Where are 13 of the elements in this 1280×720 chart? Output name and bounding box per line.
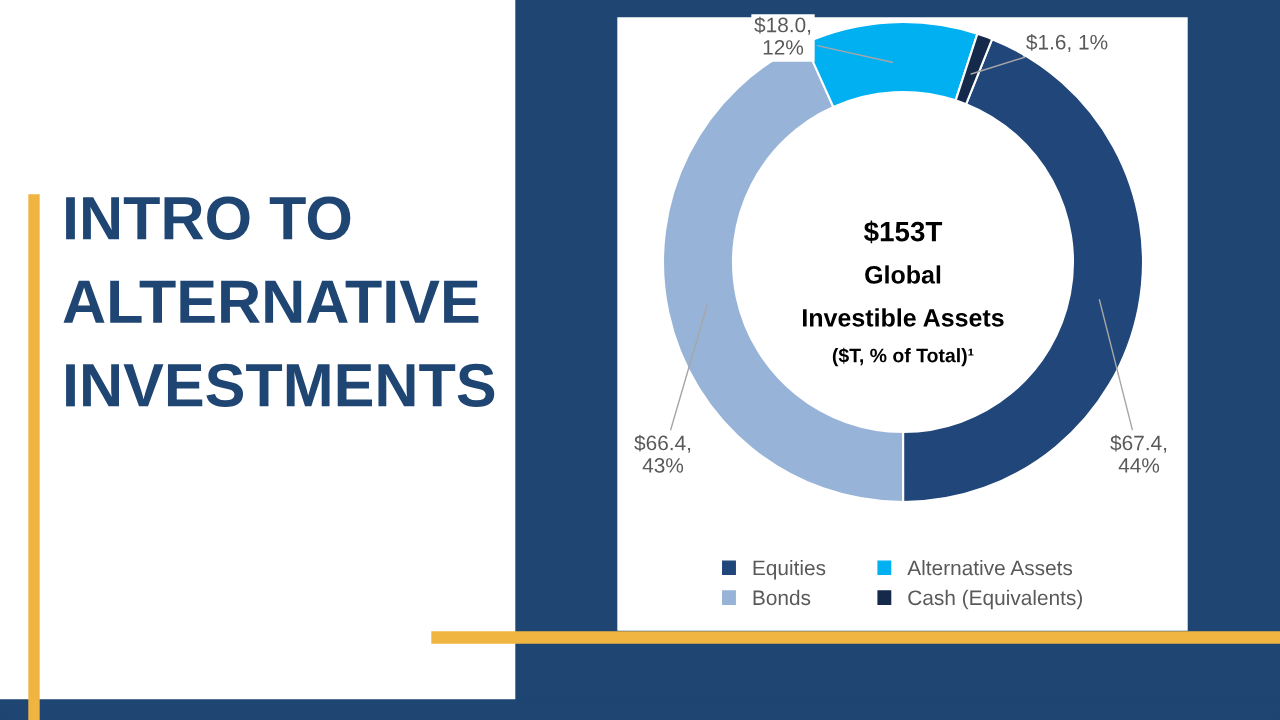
legend-label: Alternative Assets — [907, 559, 1073, 576]
data-label: $18.0, 12% — [754, 16, 811, 55]
data-label: $66.4, 43% — [634, 434, 691, 473]
data-label: $1.6, 1% — [1026, 33, 1108, 53]
text: Global — [865, 265, 941, 284]
legend-label: Cash (Equivalents) — [908, 589, 1082, 610]
data-label: $67.4, 44% — [1110, 434, 1167, 473]
text: ($T, % of Total)¹ — [832, 347, 974, 367]
legend-label: Bonds — [753, 589, 811, 606]
legend-label: Equities — [753, 559, 826, 580]
text: $153T — [863, 220, 943, 244]
text: INTRO TO ALTERNATIVE INVESTMENTS — [63, 196, 495, 407]
text: Investible Assets — [803, 308, 1004, 327]
